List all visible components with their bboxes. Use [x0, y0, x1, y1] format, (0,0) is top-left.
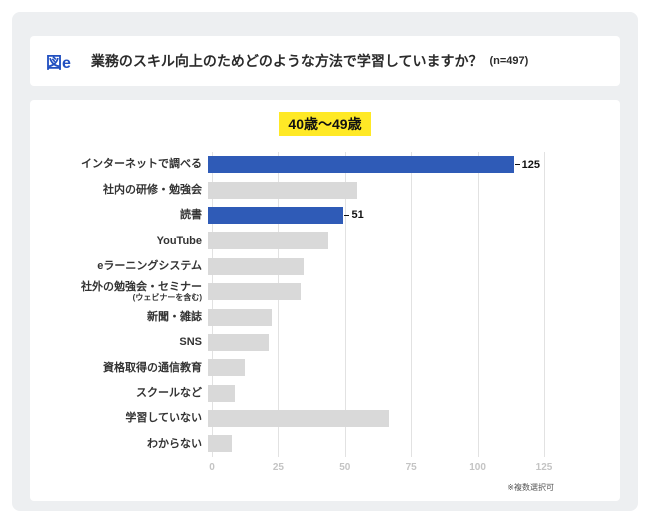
plot-area: インターネットで調べる 125 社内の研修・勉強会読書 51 YouTube eラーニング…	[40, 152, 546, 457]
sample-size: (n=497)	[489, 55, 529, 67]
bar-track	[208, 406, 540, 431]
bar-track	[208, 279, 540, 304]
x-tick-label: 25	[272, 461, 284, 473]
value-label: 51	[351, 209, 364, 222]
category-label: インターネットで調べる	[81, 158, 202, 171]
category-label: 読書	[180, 209, 202, 222]
bar	[208, 333, 270, 351]
category-sublabel: (ウェビナーを含む)	[132, 293, 202, 303]
bar-row: YouTube	[40, 228, 546, 253]
x-axis: 0 25 50 75 100 125	[209, 457, 552, 477]
bar	[208, 257, 304, 275]
bar-row: 新聞・雑誌	[40, 304, 546, 329]
bar-row: 資格取得の通信教育	[40, 355, 546, 380]
chart-card: 40歳〜49歳 インターネットで調べる 125 社内の研修・勉強会読書 51 YouTu…	[30, 100, 620, 501]
chart-title: 40歳〜49歳	[279, 112, 371, 136]
category-label: スクールなど	[136, 386, 202, 399]
bar-track	[208, 254, 540, 279]
bar	[208, 359, 246, 377]
bar-row: 読書 51	[40, 203, 546, 228]
gridline	[212, 152, 213, 457]
category-label: SNS	[179, 336, 202, 349]
bar	[208, 435, 232, 453]
x-tick-label: 50	[339, 461, 351, 473]
bar	[208, 156, 515, 174]
bar-row: スクールなど	[40, 381, 546, 406]
bar-track	[208, 304, 540, 329]
page-title: 業務のスキル向上のためどのような方法で学習していますか？	[90, 53, 483, 69]
bar-track	[208, 431, 540, 456]
value-label: 125	[521, 158, 540, 171]
gridline	[278, 152, 280, 457]
bar	[208, 308, 272, 326]
footnote: ※複数選択可	[507, 482, 554, 492]
value-leader-line	[344, 214, 350, 216]
x-tick-label: 75	[405, 461, 417, 473]
category-label: eラーニングシステム	[97, 259, 202, 272]
bar	[208, 384, 235, 402]
category-label: わからない	[147, 437, 202, 450]
bar	[208, 181, 357, 199]
bar-chart: インターネットで調べる 125 社内の研修・勉強会読書 51 YouTube eラーニング…	[40, 152, 554, 493]
gridlines	[212, 152, 545, 457]
bar-row: わからない	[40, 431, 546, 456]
bar-row: インターネットで調べる 125	[40, 152, 546, 177]
bar-track: 125	[208, 152, 540, 177]
chart-title-row: 40歳〜49歳	[30, 112, 620, 136]
category-label: 社内の研修・勉強会	[103, 183, 202, 196]
bar	[208, 283, 301, 301]
value-leader-line	[515, 164, 520, 166]
category-label: YouTube	[156, 234, 202, 247]
bar-row: 学習していない	[40, 406, 546, 431]
bar	[208, 232, 328, 250]
gridline	[477, 152, 479, 457]
bar	[208, 206, 344, 224]
bar-row: SNS	[40, 330, 546, 355]
bar-row: eラーニングシステム	[40, 254, 546, 279]
bar-track	[208, 381, 540, 406]
x-tick-label: 100	[469, 461, 486, 473]
bar	[208, 410, 389, 428]
figure-label: 図e	[46, 55, 71, 72]
category-label: 新聞・雑誌	[147, 310, 202, 323]
category-label: 社外の勉強会・セミナー (ウェビナーを含む)	[40, 281, 208, 303]
header: 図e 業務のスキル向上のためどのような方法で学習していますか？ (n=497)	[30, 36, 620, 86]
x-tick-label: 125	[535, 461, 553, 473]
x-tick-label: 0	[209, 461, 215, 473]
page-background: 図e 業務のスキル向上のためどのような方法で学習していますか？ (n=497) …	[12, 12, 638, 511]
category-label: 学習していない	[125, 412, 202, 425]
bar-rows: インターネットで調べる 125 社内の研修・勉強会読書 51 YouTube eラーニング…	[40, 152, 546, 457]
gridline	[344, 152, 346, 457]
bar-track	[208, 355, 540, 380]
gridline	[411, 152, 413, 457]
gridline	[544, 152, 545, 457]
bar-row: 社内の研修・勉強会	[40, 177, 546, 202]
bar-track	[208, 177, 540, 202]
bar-row: 社外の勉強会・セミナー (ウェビナーを含む)	[40, 279, 546, 304]
bar-track	[208, 330, 540, 355]
category-label: 資格取得の通信教育	[103, 361, 202, 374]
bar-track: 51	[208, 203, 540, 228]
bar-track	[208, 228, 540, 253]
